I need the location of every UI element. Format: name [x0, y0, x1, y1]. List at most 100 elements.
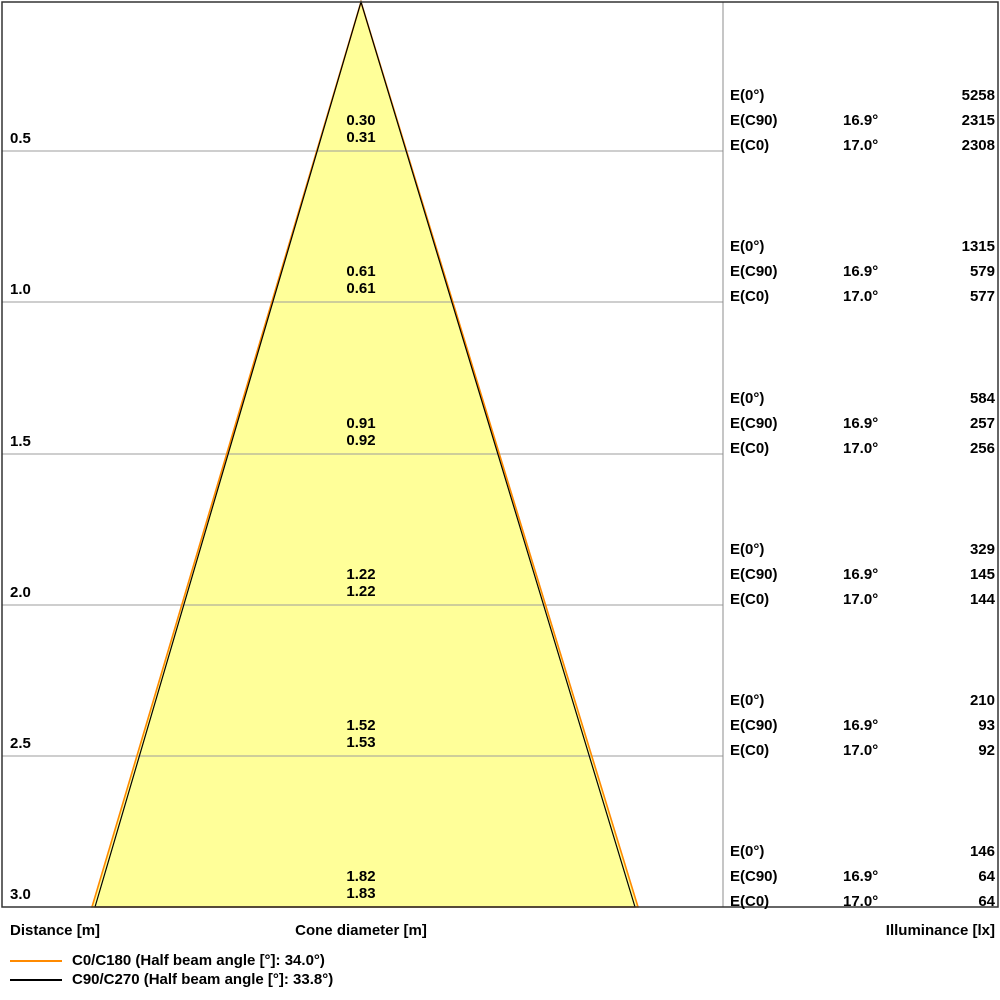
legend-label-c0: C0/C180 (Half beam angle [°]: 34.0°): [72, 952, 325, 969]
cone-diameter-c90: 0.61: [346, 263, 376, 280]
cone-diameter-labels: 0.61 0.61: [346, 263, 375, 297]
distance-label: 2.0: [10, 584, 31, 601]
ec90-angle: 16.9°: [843, 112, 879, 129]
illuminance-row: E(C0) 17.0° 64: [730, 889, 995, 914]
axis-label-distance: Distance [m]: [10, 922, 101, 939]
illuminance-block: E(0°) 1315 E(C90) 16.9° 579 E(C0) 17.0° …: [730, 234, 995, 309]
distance-label: 3.0: [10, 886, 31, 903]
ec90-angle: 16.9°: [843, 263, 879, 280]
ec90-label: E(C90): [730, 112, 778, 129]
illuminance-row: E(C0) 17.0° 144: [730, 587, 995, 612]
e0-value: 584: [969, 390, 995, 407]
ec90-angle: 16.9°: [843, 717, 879, 734]
e0-label: E(0°): [730, 692, 765, 709]
cone-diameter-c0: 1.53: [346, 734, 376, 751]
ec90-label: E(C90): [730, 868, 778, 885]
ec0-label: E(C0): [730, 591, 770, 608]
illuminance-row: E(C0) 17.0° 577: [730, 284, 995, 309]
cone-diameter-c0: 0.92: [346, 432, 376, 449]
ec90-value: 64: [978, 868, 995, 885]
illuminance-row: E(C90) 16.9° 257: [730, 411, 995, 436]
ec0-label: E(C0): [730, 893, 770, 910]
e0-value: 210: [969, 692, 995, 709]
ec90-value: 257: [969, 415, 995, 432]
distance-label: 1.0: [10, 281, 31, 298]
illuminance-row: E(C0) 17.0° 92: [730, 738, 995, 763]
ec0-value: 256: [969, 440, 995, 457]
legend-label-c90: C90/C270 (Half beam angle [°]: 33.8°): [72, 971, 334, 988]
cone-diameter-c0: 0.31: [346, 129, 376, 146]
illuminance-row: E(0°) 146: [730, 839, 995, 864]
illuminance-block: E(0°) 146 E(C90) 16.9° 64 E(C0) 17.0° 64: [730, 839, 995, 914]
ec90-label: E(C90): [730, 566, 778, 583]
cone-diameter-labels: 1.52 1.53: [346, 717, 375, 751]
illuminance-row: E(C90) 16.9° 145: [730, 562, 995, 587]
illuminance-row: E(0°) 329: [730, 537, 995, 562]
legend-line-c90-icon: [10, 978, 62, 981]
ec0-value: 577: [969, 288, 995, 305]
illuminance-row: E(C0) 17.0° 256: [730, 436, 995, 461]
ec0-value: 64: [978, 893, 995, 910]
ec90-label: E(C90): [730, 263, 778, 280]
cone-diameter-c90: 0.91: [346, 415, 376, 432]
illuminance-block: E(0°) 210 E(C90) 16.9° 93 E(C0) 17.0° 92: [730, 688, 995, 763]
cone-diameter-c0: 0.61: [346, 280, 376, 297]
ec90-label: E(C90): [730, 717, 778, 734]
axis-label-cone: Cone diameter [m]: [295, 922, 427, 939]
ec90-angle: 16.9°: [843, 566, 879, 583]
illuminance-row: E(0°) 584: [730, 386, 995, 411]
ec90-value: 145: [969, 566, 995, 583]
e0-label: E(0°): [730, 238, 765, 255]
cone-diameter-labels: 0.30 0.31: [346, 112, 375, 146]
ec0-value: 144: [969, 591, 995, 608]
cone-diameter-c0: 1.22: [346, 583, 376, 600]
ec0-label: E(C0): [730, 742, 770, 759]
ec0-angle: 17.0°: [843, 288, 879, 305]
diagram-frame: [1, 1, 999, 908]
illuminance-block: E(0°) 584 E(C90) 16.9° 257 E(C0) 17.0° 2…: [730, 386, 995, 461]
e0-value: 5258: [961, 87, 995, 104]
grid-lines: [2, 150, 723, 757]
axis-label-illuminance: Illuminance [lx]: [885, 922, 995, 939]
e0-label: E(0°): [730, 390, 765, 407]
ec0-angle: 17.0°: [843, 440, 879, 457]
ec90-value: 579: [969, 263, 995, 280]
cone-diameter-labels: 1.22 1.22: [346, 566, 375, 600]
ec0-label: E(C0): [730, 288, 770, 305]
legend-item-c90-c270: C90/C270 (Half beam angle [°]: 33.8°): [10, 971, 333, 988]
ec0-value: 2308: [961, 137, 995, 154]
cone-diameter-c90: 1.82: [346, 868, 376, 885]
illuminance-row: E(0°) 1315: [730, 234, 995, 259]
cone-diameter-c90: 0.30: [346, 112, 376, 129]
ec90-value: 2315: [961, 112, 995, 129]
cone-diameter-labels: 0.91 0.92: [346, 415, 375, 449]
illuminance-row: E(0°) 5258: [730, 83, 995, 108]
ec0-angle: 17.0°: [843, 137, 879, 154]
e0-label: E(0°): [730, 87, 765, 104]
illuminance-row: E(C90) 16.9° 2315: [730, 108, 995, 133]
ec90-angle: 16.9°: [843, 415, 879, 432]
illuminance-row: E(C90) 16.9° 64: [730, 864, 995, 889]
illuminance-block: E(0°) 329 E(C90) 16.9° 145 E(C0) 17.0° 1…: [730, 537, 995, 612]
illuminance-row: E(C90) 16.9° 579: [730, 259, 995, 284]
ec90-angle: 16.9°: [843, 868, 879, 885]
ec90-label: E(C90): [730, 415, 778, 432]
cone-diameter-c90: 1.52: [346, 717, 376, 734]
ec0-angle: 17.0°: [843, 742, 879, 759]
ec0-angle: 17.0°: [843, 591, 879, 608]
illuminance-row: E(C90) 16.9° 93: [730, 713, 995, 738]
legend-item-c0-c180: C0/C180 (Half beam angle [°]: 34.0°): [10, 952, 325, 969]
cone-diameter-c0: 1.83: [346, 885, 376, 902]
e0-value: 1315: [961, 238, 995, 255]
illuminance-row: E(0°) 210: [730, 688, 995, 713]
cone-diameter-labels: 1.82 1.83: [346, 868, 375, 902]
legend-line-c0-icon: [10, 959, 62, 962]
cone-diameter-c90: 1.22: [346, 566, 376, 583]
ec0-value: 92: [978, 742, 995, 759]
e0-value: 329: [969, 541, 995, 558]
distance-label: 1.5: [10, 433, 31, 450]
distance-label: 0.5: [10, 130, 31, 147]
ec0-label: E(C0): [730, 440, 770, 457]
